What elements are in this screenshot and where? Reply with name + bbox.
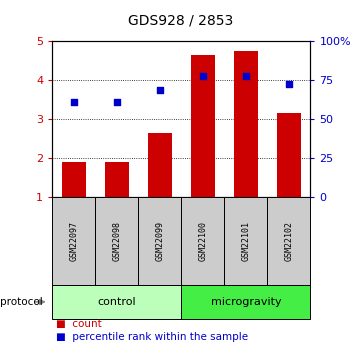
Text: GSM22099: GSM22099 bbox=[155, 221, 164, 260]
Bar bbox=[105, 162, 129, 197]
Point bbox=[200, 73, 206, 79]
Point bbox=[286, 81, 292, 87]
Text: GSM22097: GSM22097 bbox=[69, 221, 78, 260]
Text: GSM22102: GSM22102 bbox=[284, 221, 293, 260]
Text: GDS928 / 2853: GDS928 / 2853 bbox=[128, 14, 233, 28]
Text: control: control bbox=[97, 297, 136, 307]
Point bbox=[114, 99, 120, 104]
Bar bbox=[234, 51, 258, 197]
Text: microgravity: microgravity bbox=[210, 297, 281, 307]
Text: ■  percentile rank within the sample: ■ percentile rank within the sample bbox=[56, 333, 248, 342]
Bar bbox=[62, 162, 86, 197]
Bar bbox=[277, 113, 301, 197]
Text: ■  count: ■ count bbox=[56, 319, 102, 328]
Bar bbox=[148, 132, 172, 197]
Point bbox=[243, 73, 249, 79]
Text: GSM22100: GSM22100 bbox=[199, 221, 208, 260]
Text: GSM22101: GSM22101 bbox=[242, 221, 251, 260]
Point bbox=[157, 87, 163, 93]
Bar bbox=[191, 55, 215, 197]
Point bbox=[71, 99, 77, 104]
Text: GSM22098: GSM22098 bbox=[112, 221, 121, 260]
Text: protocol: protocol bbox=[0, 297, 43, 307]
